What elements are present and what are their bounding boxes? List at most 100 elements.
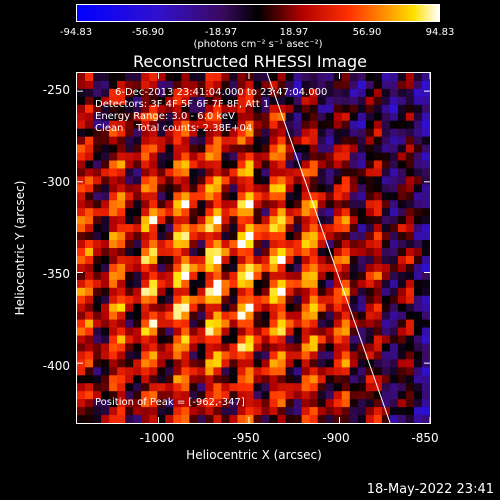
heatmap-cell bbox=[237, 192, 247, 201]
heatmap-cell bbox=[141, 359, 150, 368]
heatmap-cell bbox=[365, 295, 375, 305]
heatmap-cell bbox=[413, 224, 423, 233]
heatmap-cell bbox=[221, 319, 231, 329]
heatmap-cell bbox=[261, 184, 271, 193]
heatmap-cell bbox=[85, 232, 94, 241]
heatmap-cell bbox=[141, 200, 150, 209]
heatmap-cell bbox=[261, 96, 271, 106]
heatmap-cell bbox=[389, 200, 399, 209]
heatmap-cell bbox=[181, 255, 190, 265]
heatmap-cell bbox=[389, 160, 399, 170]
heatmap-cell bbox=[285, 136, 295, 146]
heatmap-cell bbox=[149, 160, 158, 170]
heatmap-cell bbox=[133, 232, 142, 241]
heatmap-cell bbox=[253, 415, 263, 423]
chart-title: Reconstructed RHESSI Image bbox=[133, 52, 367, 71]
heatmap-cell bbox=[325, 80, 335, 90]
heatmap-cell bbox=[381, 104, 391, 114]
heatmap-cell bbox=[165, 311, 174, 321]
heatmap-cell bbox=[173, 255, 182, 265]
heatmap-cell bbox=[245, 303, 255, 313]
heatmap-cell bbox=[117, 399, 126, 408]
heatmap-cell bbox=[117, 415, 126, 423]
heatmap-cell bbox=[125, 176, 134, 185]
heatmap-cell bbox=[357, 136, 367, 146]
heatmap-cell bbox=[165, 263, 174, 273]
heatmap-cell bbox=[277, 184, 287, 193]
heatmap-cell bbox=[381, 96, 391, 106]
heatmap-cell bbox=[405, 367, 415, 376]
heatmap-cell bbox=[125, 216, 134, 225]
heatmap-cell bbox=[389, 232, 399, 241]
heatmap-cell bbox=[341, 232, 351, 241]
heatmap-cell bbox=[413, 263, 423, 273]
heatmap-cell bbox=[197, 375, 206, 384]
heatmap-cell bbox=[125, 415, 134, 423]
heatmap-cell bbox=[173, 359, 182, 368]
heatmap-cell bbox=[317, 303, 327, 313]
heatmap-cell bbox=[125, 255, 134, 265]
heatmap-cell bbox=[149, 383, 158, 392]
heatmap-cell bbox=[397, 295, 407, 305]
heatmap-cell bbox=[189, 224, 198, 233]
heatmap-cell bbox=[333, 192, 343, 201]
heatmap-cell bbox=[317, 295, 327, 305]
heatmap-cell bbox=[221, 88, 231, 98]
heatmap-cell bbox=[189, 136, 198, 146]
heatmap-cell bbox=[237, 279, 247, 289]
heatmap-cell bbox=[245, 80, 255, 90]
heatmap-cell bbox=[149, 208, 158, 217]
heatmap-cell bbox=[405, 184, 415, 193]
heatmap-cell bbox=[333, 208, 343, 217]
heatmap-cell bbox=[245, 200, 255, 209]
heatmap-cell bbox=[77, 240, 86, 249]
heatmap-cell bbox=[421, 73, 430, 82]
heatmap-cell bbox=[301, 144, 311, 154]
heatmap-cell bbox=[413, 216, 423, 225]
heatmap-cell bbox=[349, 415, 359, 423]
heatmap-cell bbox=[93, 232, 102, 241]
heatmap-cell bbox=[301, 73, 311, 82]
heatmap-cell bbox=[413, 271, 423, 281]
heatmap-cell bbox=[397, 407, 407, 416]
heatmap-cell bbox=[245, 263, 255, 273]
heatmap-cell bbox=[309, 391, 319, 400]
heatmap-cell bbox=[421, 415, 430, 423]
heatmap-cell bbox=[365, 303, 375, 313]
heatmap-cell bbox=[205, 240, 214, 249]
heatmap-cell bbox=[325, 263, 335, 273]
heatmap-cell bbox=[109, 295, 118, 305]
heatmap-cell bbox=[389, 128, 399, 138]
heatmap-cell bbox=[165, 327, 174, 337]
heatmap-cell bbox=[165, 104, 174, 114]
heatmap-cell bbox=[397, 208, 407, 217]
heatmap-cell bbox=[157, 407, 166, 416]
heatmap-cell bbox=[405, 104, 415, 114]
heatmap-cell bbox=[341, 335, 351, 345]
heatmap-cell bbox=[181, 96, 190, 106]
heatmap-cell bbox=[317, 359, 327, 368]
heatmap-cell bbox=[189, 383, 198, 392]
heatmap-cell bbox=[101, 391, 110, 400]
heatmap-cell bbox=[381, 73, 391, 82]
heatmap-cell bbox=[333, 73, 343, 82]
heatmap-cell bbox=[405, 136, 415, 146]
heatmap-cell bbox=[301, 399, 311, 408]
heatmap-cell bbox=[197, 383, 206, 392]
heatmap-cell bbox=[133, 208, 142, 217]
heatmap-cell bbox=[189, 248, 198, 257]
heatmap-cell bbox=[253, 248, 263, 257]
heatmap-cell bbox=[293, 232, 303, 241]
heatmap-cell bbox=[261, 359, 271, 368]
heatmap-cell bbox=[237, 128, 247, 138]
heatmap-cell bbox=[277, 279, 287, 289]
heatmap-cell bbox=[189, 263, 198, 273]
heatmap-cell bbox=[293, 176, 303, 185]
heatmap-cell bbox=[237, 359, 247, 368]
heatmap-cell bbox=[109, 208, 118, 217]
heatmap-cell bbox=[413, 319, 423, 329]
heatmap-cell bbox=[141, 88, 150, 98]
heatmap-cell bbox=[77, 160, 86, 170]
heatmap-cell bbox=[325, 271, 335, 281]
heatmap-cell bbox=[253, 104, 263, 114]
